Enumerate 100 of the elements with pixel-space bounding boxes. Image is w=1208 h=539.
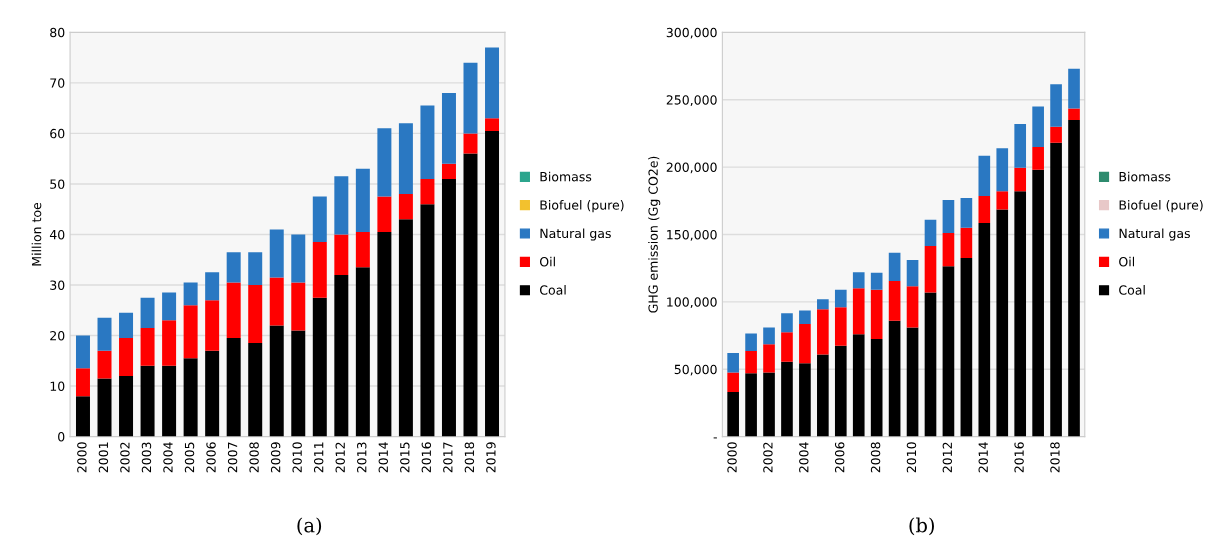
x-tick-label: 2010 — [292, 442, 302, 473]
bar — [162, 320, 177, 366]
bar — [852, 272, 865, 289]
y-axis-title: GHG emission (Gg CO2e) — [648, 156, 661, 313]
legend-label: Coal — [1119, 285, 1145, 295]
bar — [852, 334, 865, 437]
bar — [996, 209, 1009, 437]
bar — [441, 163, 456, 179]
bar — [291, 282, 306, 331]
legend-label: Biofuel (pure) — [540, 200, 624, 213]
bar — [226, 338, 241, 437]
bar — [269, 277, 284, 326]
x-tick-label: 2016 — [421, 442, 432, 473]
y-tick-label: 70 — [50, 78, 65, 88]
bar — [183, 358, 198, 437]
bar — [463, 153, 478, 437]
y-tick-label: 100,000 — [667, 297, 717, 309]
bar — [463, 62, 478, 134]
x-tick-label: 2005 — [184, 442, 195, 473]
bar — [781, 361, 793, 437]
legend-label: Biofuel (pure) — [1119, 200, 1203, 213]
y-tick-label: 150,000 — [667, 229, 717, 241]
bar — [269, 325, 284, 437]
bar — [763, 344, 775, 373]
bar — [312, 196, 327, 243]
x-tick-label: 2008 — [870, 442, 881, 473]
text: (b) — [909, 517, 934, 536]
bar — [398, 123, 413, 195]
x-tick-label: 2012 — [335, 442, 345, 473]
bar — [420, 105, 435, 179]
legend-label: Natural gas — [1119, 228, 1190, 241]
x-tick-label: 2006 — [834, 442, 845, 473]
bar — [205, 350, 220, 437]
bar — [745, 333, 757, 352]
bar — [727, 392, 739, 437]
y-tick-label: - — [713, 437, 717, 439]
bar — [906, 260, 919, 287]
bar — [119, 338, 134, 376]
y-tick-label: 50 — [50, 179, 65, 189]
x-tick-label: 2018 — [1050, 442, 1060, 473]
bar — [312, 297, 327, 437]
bar — [960, 258, 973, 437]
bar — [906, 327, 919, 437]
bar — [97, 378, 112, 437]
bar — [834, 345, 847, 437]
bar — [870, 272, 883, 290]
bar — [978, 155, 991, 197]
bar — [355, 267, 370, 437]
bar — [312, 242, 327, 298]
x-tick-label: 2003 — [141, 442, 152, 473]
bar — [441, 178, 456, 437]
x-tick-label: 2007 — [227, 442, 238, 473]
bar — [924, 245, 937, 293]
bar — [763, 327, 775, 345]
bar — [870, 338, 883, 437]
bar — [834, 307, 847, 346]
bar — [745, 351, 757, 374]
bar — [852, 288, 865, 335]
bar — [1050, 142, 1062, 437]
bar — [75, 335, 90, 369]
bar — [377, 196, 392, 232]
x-tick-label: 2002 — [763, 442, 773, 473]
y-tick-label: 30 — [50, 280, 65, 290]
bar — [420, 204, 435, 437]
x-tick-label: 2011 — [313, 442, 324, 473]
bar — [817, 299, 829, 310]
bar — [398, 194, 413, 220]
text: (a) — [297, 517, 322, 536]
bar — [119, 312, 134, 339]
x-tick-label: 2006 — [206, 442, 216, 473]
legend-label: Oil — [539, 256, 555, 267]
bar — [1032, 106, 1044, 147]
bar — [727, 353, 739, 373]
bar — [978, 223, 991, 437]
x-tick-label: 2012 — [942, 442, 953, 473]
bar — [942, 233, 955, 267]
y-tick-label: 250,000 — [666, 95, 717, 106]
bar — [398, 219, 413, 437]
x-tick-label: 2010 — [906, 442, 917, 473]
bar — [291, 330, 306, 437]
bar — [763, 372, 775, 437]
bar — [996, 148, 1009, 192]
bar — [119, 375, 134, 437]
bar — [1068, 119, 1080, 437]
x-tick-label: 2000 — [77, 442, 87, 473]
bar — [799, 324, 811, 364]
y-tick-label: 40 — [49, 229, 65, 240]
bar — [1014, 167, 1027, 192]
bar — [205, 272, 220, 301]
x-tick-label: 2018 — [464, 442, 475, 473]
bar — [485, 47, 500, 119]
bar — [75, 396, 90, 437]
x-tick-label: 2004 — [163, 442, 173, 473]
bar — [888, 280, 901, 321]
bar — [978, 196, 991, 224]
y-tick-label: 10 — [50, 381, 65, 391]
bar — [183, 282, 198, 306]
y-tick-label: 200,000 — [666, 162, 717, 174]
bar — [799, 310, 811, 325]
bar — [355, 168, 370, 232]
